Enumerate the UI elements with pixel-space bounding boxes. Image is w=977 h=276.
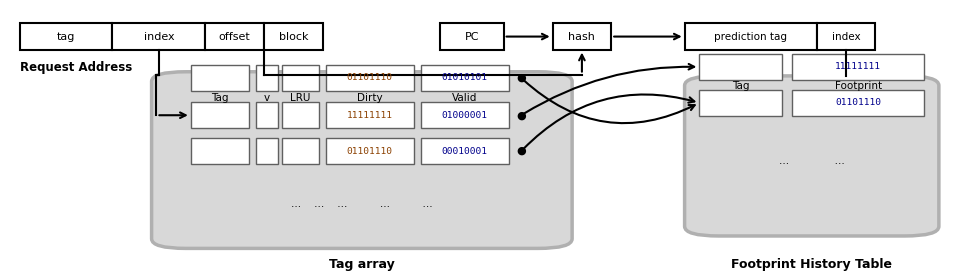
Bar [684, 23, 816, 50]
Bar [699, 90, 782, 116]
Text: ...    ...    ...          ...          ...: ... ... ... ... ... [291, 199, 432, 209]
Text: 01000001: 01000001 [441, 111, 488, 120]
Text: prediction tag: prediction tag [713, 31, 786, 42]
Bar [191, 102, 249, 128]
Text: Footprint: Footprint [833, 81, 881, 91]
Text: index: index [144, 31, 174, 42]
Bar [191, 138, 249, 164]
Bar [791, 54, 923, 80]
Text: Tag: Tag [211, 93, 229, 103]
Bar [325, 138, 413, 164]
Bar [420, 138, 508, 164]
Text: block: block [278, 31, 308, 42]
Text: hash: hash [568, 31, 595, 42]
Text: offset: offset [219, 31, 250, 42]
Text: index: index [830, 31, 860, 42]
Bar [420, 102, 508, 128]
Text: LRU: LRU [290, 93, 310, 103]
Text: PC: PC [464, 31, 479, 42]
Text: Tag array: Tag array [328, 258, 395, 272]
Text: 01101110: 01101110 [346, 147, 393, 156]
Text: ●: ● [516, 110, 526, 120]
Bar [256, 65, 277, 91]
Bar [699, 54, 782, 80]
Bar [256, 138, 277, 164]
Text: Valid: Valid [451, 93, 477, 103]
Bar [420, 65, 508, 91]
Text: tag: tag [57, 31, 75, 42]
Text: Request Address: Request Address [20, 61, 132, 74]
Bar [325, 65, 413, 91]
Text: 01010101: 01010101 [441, 73, 488, 83]
Text: Tag: Tag [732, 81, 748, 91]
Bar [256, 102, 277, 128]
Bar [205, 23, 264, 50]
Text: 11111111: 11111111 [834, 62, 880, 71]
Bar [440, 23, 503, 50]
FancyBboxPatch shape [151, 72, 572, 248]
Bar [112, 23, 205, 50]
Text: 01101110: 01101110 [834, 98, 880, 107]
Bar [325, 102, 413, 128]
Bar [20, 23, 112, 50]
Text: ●: ● [516, 146, 526, 156]
FancyBboxPatch shape [684, 76, 938, 236]
Bar [191, 65, 249, 91]
Text: ...              ...: ... ... [778, 156, 844, 166]
Bar [552, 23, 611, 50]
Text: Dirty: Dirty [357, 93, 382, 103]
Text: Footprint History Table: Footprint History Table [731, 258, 891, 272]
Bar [281, 102, 319, 128]
Text: 00010001: 00010001 [441, 147, 488, 156]
Bar [791, 90, 923, 116]
Text: 11111111: 11111111 [346, 111, 393, 120]
Text: ●: ● [516, 73, 526, 83]
Bar [816, 23, 874, 50]
Bar [281, 65, 319, 91]
Text: 01101110: 01101110 [346, 73, 393, 83]
Bar [281, 138, 319, 164]
Bar [264, 23, 322, 50]
Text: v: v [264, 93, 270, 103]
